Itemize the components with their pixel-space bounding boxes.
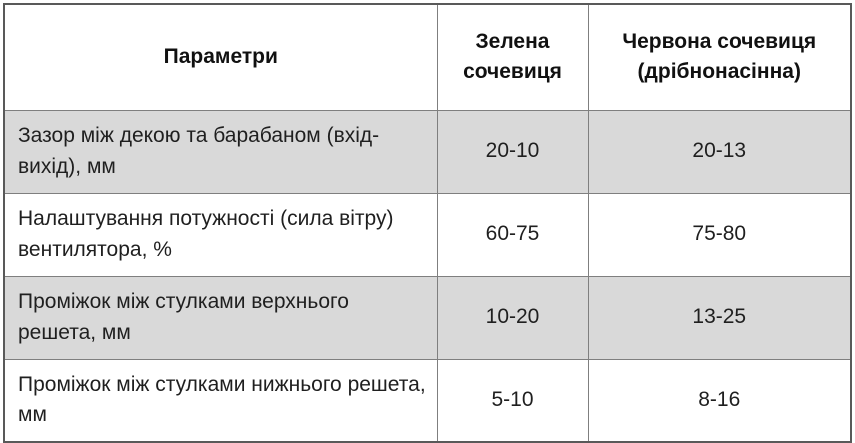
- param-cell: Зазор між декою та барабаном (вхід-вихід…: [3, 109, 438, 194]
- param-cell: Проміжок між стулками верхнього решета, …: [3, 275, 438, 360]
- table-row-upper-sieve-gap: Проміжок між стулками верхнього решета, …: [3, 275, 852, 360]
- table-row-fan-power: Налаштування потужності (сила вітру) вен…: [3, 192, 852, 277]
- red-value-cell: 13-25: [587, 275, 852, 360]
- red-value-cell: 8-16: [587, 358, 852, 443]
- table-row-lower-sieve-gap: Проміжок між стулками нижнього решета, м…: [3, 358, 852, 443]
- header-row: Параметри Зелена сочевиця Червона сочеви…: [3, 3, 852, 111]
- column-header-red-lentil: Червона сочевиця (дрібнонасінна): [587, 3, 852, 111]
- param-cell: Налаштування потужності (сила вітру) вен…: [3, 192, 438, 277]
- red-value-cell: 20-13: [587, 109, 852, 194]
- green-value-cell: 20-10: [436, 109, 589, 194]
- column-header-green-lentil: Зелена сочевиця: [436, 3, 589, 111]
- param-cell: Проміжок між стулками нижнього решета, м…: [3, 358, 438, 443]
- table-row-drum-gap: Зазор між декою та барабаном (вхід-вихід…: [3, 109, 852, 194]
- parameters-table: Параметри Зелена сочевиця Червона сочеви…: [3, 3, 852, 443]
- column-header-parameters: Параметри: [3, 3, 438, 111]
- green-value-cell: 10-20: [436, 275, 589, 360]
- green-value-cell: 60-75: [436, 192, 589, 277]
- green-value-cell: 5-10: [436, 358, 589, 443]
- red-value-cell: 75-80: [587, 192, 852, 277]
